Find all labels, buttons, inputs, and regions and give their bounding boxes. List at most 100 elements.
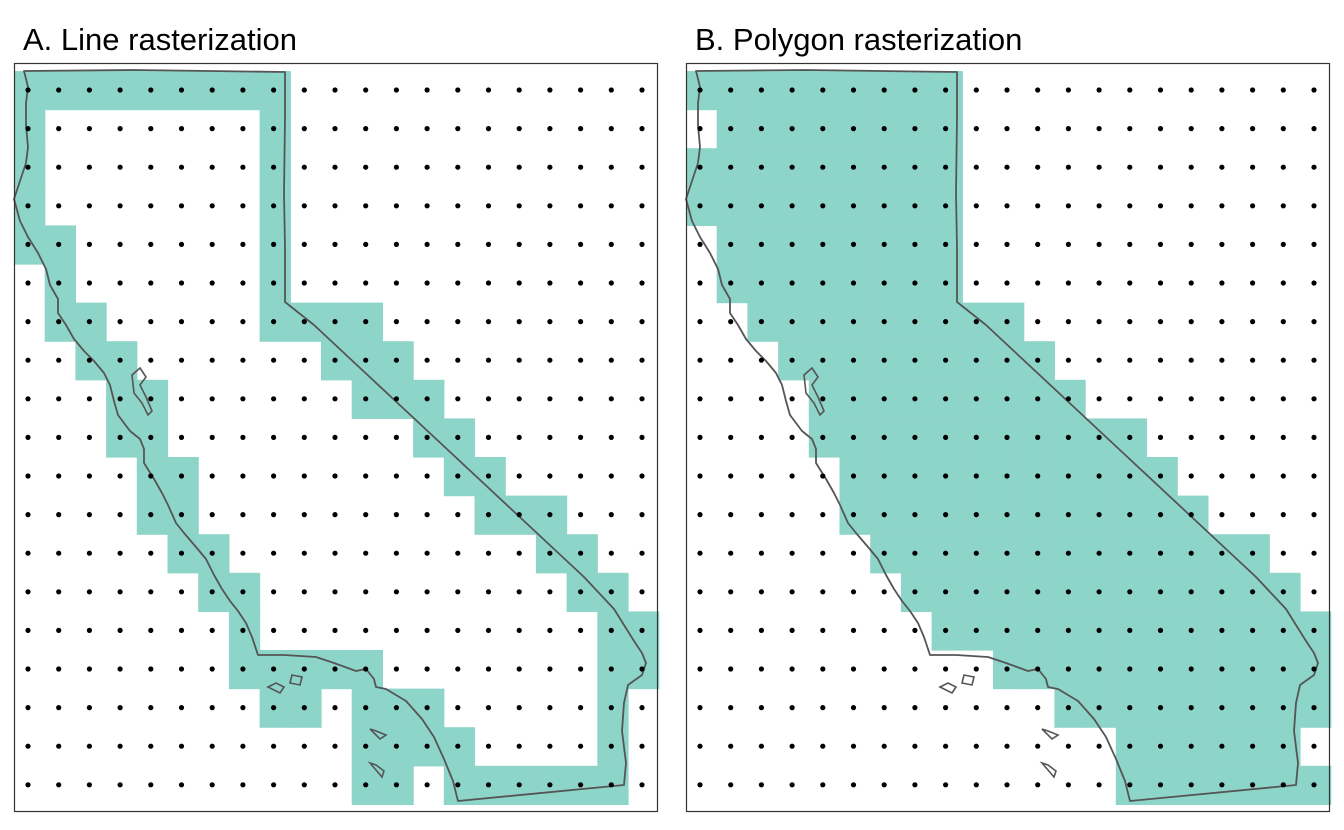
grid-dot bbox=[485, 666, 492, 672]
grid-dot bbox=[240, 396, 246, 402]
grid-dot bbox=[117, 782, 123, 788]
grid-dot bbox=[820, 550, 826, 556]
grid-dot bbox=[943, 396, 949, 402]
grid-dot bbox=[393, 280, 399, 286]
grid-dot bbox=[1035, 280, 1041, 286]
grid-dot bbox=[973, 782, 979, 788]
grid-dot bbox=[209, 203, 215, 209]
grid-dot bbox=[301, 87, 307, 93]
grid-dot bbox=[56, 357, 62, 363]
grid-dot bbox=[547, 782, 553, 788]
island-outline bbox=[266, 682, 286, 695]
grid-dot bbox=[393, 473, 399, 479]
grid-dot bbox=[178, 396, 185, 402]
grid-dot bbox=[301, 396, 307, 402]
grid-dot bbox=[1250, 319, 1256, 325]
grid-dot bbox=[363, 434, 369, 440]
grid-dot bbox=[578, 203, 584, 209]
grid-dot bbox=[1311, 319, 1317, 325]
grid-dot bbox=[301, 666, 307, 672]
grid-dot bbox=[240, 511, 246, 518]
grid-dot bbox=[973, 357, 979, 363]
grid-dot bbox=[1035, 473, 1041, 479]
grid-dot bbox=[56, 434, 62, 440]
grid-dot bbox=[363, 319, 369, 325]
grid-dot bbox=[271, 743, 277, 749]
grid-dot bbox=[271, 627, 277, 634]
grid-dot bbox=[393, 357, 399, 363]
grid-dot bbox=[209, 589, 215, 595]
grid-dot bbox=[424, 743, 430, 749]
grid-dot bbox=[424, 782, 430, 788]
island-outline bbox=[289, 674, 303, 686]
grid-dot bbox=[148, 550, 154, 556]
grid-dot bbox=[1188, 319, 1194, 325]
grid-dot bbox=[485, 782, 492, 788]
grid-dot bbox=[1250, 511, 1256, 518]
grid-dot bbox=[850, 705, 857, 711]
grid-dot bbox=[485, 589, 492, 595]
grid-dot bbox=[148, 511, 154, 518]
grid-dot bbox=[271, 434, 277, 440]
grid-dot bbox=[1157, 396, 1164, 402]
grid-dot bbox=[56, 241, 62, 247]
grid-dot bbox=[789, 396, 795, 402]
grid-dot bbox=[1280, 434, 1286, 440]
grid-dot bbox=[1127, 164, 1133, 170]
grid-dot bbox=[516, 627, 522, 634]
grid-dot bbox=[1004, 589, 1010, 595]
grid-dot bbox=[1157, 203, 1164, 209]
grid-dot bbox=[86, 627, 92, 634]
grid-dot bbox=[1065, 511, 1071, 518]
california-outline bbox=[685, 69, 1319, 802]
grid-dot bbox=[1035, 357, 1041, 363]
grid-dot bbox=[485, 705, 492, 711]
grid-dot bbox=[547, 511, 553, 518]
grid-dot bbox=[1219, 434, 1225, 440]
grid-dot bbox=[516, 396, 522, 402]
grid-dot bbox=[850, 280, 857, 286]
grid-dot bbox=[86, 705, 92, 711]
grid-dot bbox=[547, 241, 553, 247]
grid-dot bbox=[393, 319, 399, 325]
grid-dot bbox=[516, 473, 522, 479]
island-outline bbox=[369, 728, 388, 741]
grid-dot bbox=[363, 743, 369, 749]
grid-dot bbox=[728, 627, 734, 634]
grid-dot bbox=[1280, 164, 1286, 170]
grid-dot bbox=[1004, 627, 1010, 634]
grid-dot bbox=[178, 241, 185, 247]
grid-dot bbox=[547, 434, 553, 440]
grid-dot bbox=[1188, 396, 1194, 402]
grid-dot bbox=[578, 241, 584, 247]
grid-dot bbox=[973, 511, 979, 518]
grid-dot bbox=[1188, 627, 1194, 634]
grid-dot bbox=[332, 705, 338, 711]
grid-dot bbox=[178, 319, 185, 325]
grid-dot bbox=[697, 357, 703, 363]
grid-dot bbox=[608, 164, 614, 170]
grid-dot bbox=[455, 280, 461, 286]
grid-dot bbox=[578, 164, 584, 170]
grid-dot bbox=[639, 705, 645, 711]
grid-dot bbox=[973, 434, 979, 440]
grid-dot bbox=[639, 511, 645, 518]
grid-dot bbox=[1004, 782, 1010, 788]
grid-dot bbox=[728, 782, 734, 788]
grid-dot bbox=[56, 126, 62, 132]
island-outline bbox=[367, 761, 385, 779]
grid-dot bbox=[148, 319, 154, 325]
grid-dot bbox=[912, 280, 918, 286]
grid-dot bbox=[728, 589, 734, 595]
grid-dot bbox=[301, 126, 307, 132]
grid-dot bbox=[332, 473, 338, 479]
grid-dot bbox=[547, 550, 553, 556]
grid-dot bbox=[148, 396, 154, 402]
panel-a-title: A. Line rasterization bbox=[23, 22, 297, 57]
grid-dot bbox=[240, 357, 246, 363]
grid-dot bbox=[881, 434, 887, 440]
grid-dot bbox=[301, 434, 307, 440]
bay-outline bbox=[131, 366, 153, 417]
grid-dot bbox=[516, 357, 522, 363]
island-outline bbox=[1039, 761, 1057, 779]
